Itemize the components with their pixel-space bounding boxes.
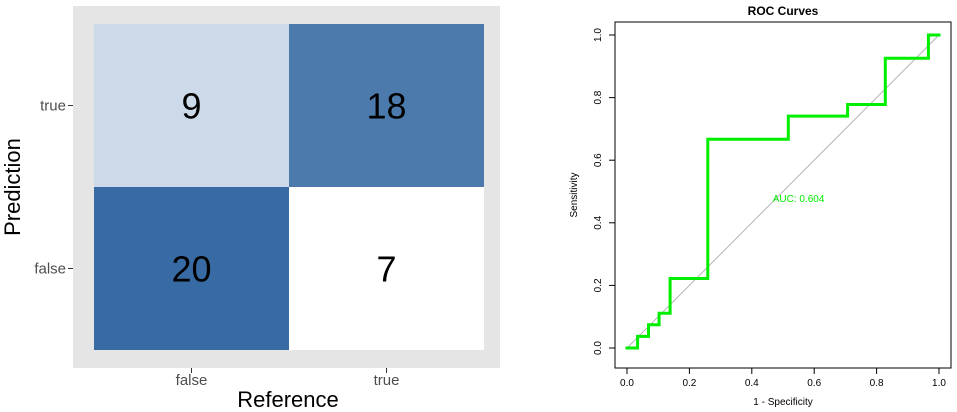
cm-cell — [289, 187, 484, 350]
cm-cell-value: 7 — [376, 249, 396, 290]
roc-x-tick-label: 0.2 — [682, 378, 696, 389]
cm-cell-value: 20 — [171, 249, 211, 290]
roc-x-tick-label: 0.6 — [807, 378, 821, 389]
cm-cell-value: 18 — [366, 86, 406, 127]
roc-x-tick-label: 0.4 — [745, 378, 759, 389]
roc-x-axis-label: 1 - Specificity — [753, 397, 812, 408]
roc-series-line — [625, 33, 941, 350]
cm-y-axis-label: Prediction — [0, 138, 25, 236]
roc-x-tick-label: 0.0 — [620, 378, 634, 389]
roc-y-tick-label: 0.8 — [593, 90, 604, 104]
cm-x-tick-label: true — [374, 372, 400, 389]
cm-cell — [289, 24, 484, 187]
roc-y-tick-label: 0.2 — [593, 278, 604, 292]
roc-title: ROC Curves — [748, 4, 819, 18]
roc-reference-diagonal — [626, 34, 940, 349]
roc-y-tick-label: 0.4 — [593, 215, 604, 229]
roc-y-tick-label: 0.0 — [593, 341, 604, 355]
roc-auc-annotation: AUC: 0.604 — [773, 194, 825, 205]
roc-x-tick-label: 1.0 — [932, 378, 946, 389]
roc-y-tick-label: 0.6 — [593, 153, 604, 167]
roc-y-axis-label: Sensitivity — [569, 172, 580, 217]
roc-y-tick-label: 1.0 — [593, 28, 604, 42]
cm-y-tick-label: true — [40, 98, 66, 115]
roc-plot-frame — [614, 21, 952, 369]
roc-curve-chart: ROC Curves 0.0 0.2 0.4 0.6 0.8 1.0 0.0 0.2 0.4 0.… — [569, 4, 952, 408]
confusion-matrix-chart: 9 18 20 7 false true true false Reference Pred… — [0, 6, 500, 412]
cm-y-tick-label: false — [34, 261, 66, 278]
cm-cell — [94, 187, 289, 350]
cm-x-axis-label: Reference — [237, 387, 339, 412]
cm-x-tick-label: false — [176, 372, 208, 389]
cm-cell-value: 9 — [181, 86, 201, 127]
cm-cell — [94, 24, 289, 187]
roc-x-tick-label: 0.8 — [870, 378, 884, 389]
